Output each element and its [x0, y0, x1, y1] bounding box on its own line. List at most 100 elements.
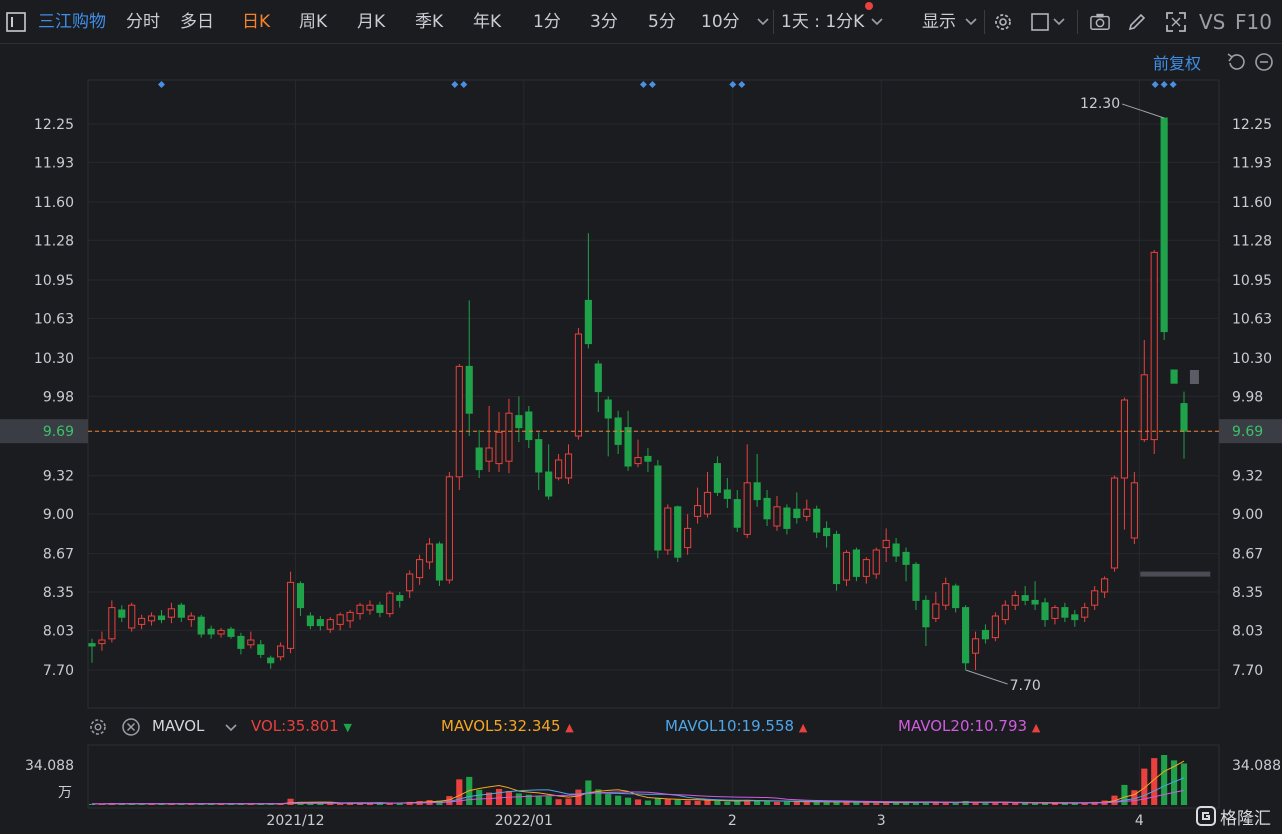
candle-body[interactable]: [664, 507, 672, 551]
candle-body[interactable]: [555, 459, 563, 479]
candle-body[interactable]: [872, 549, 880, 575]
candle-body[interactable]: [1130, 482, 1138, 539]
candle-body[interactable]: [425, 543, 434, 563]
reset-undo-icon[interactable]: [1226, 52, 1246, 72]
candle-body[interactable]: [495, 431, 503, 465]
candle-body[interactable]: [981, 629, 990, 640]
period-tab-yearly[interactable]: 年K: [473, 12, 502, 32]
candle-body[interactable]: [366, 604, 374, 611]
candle-body[interactable]: [227, 628, 235, 637]
candle-body[interactable]: [1140, 374, 1148, 441]
period-tab-1min[interactable]: 1分: [533, 12, 561, 32]
candle-body[interactable]: [98, 639, 106, 645]
candle-body[interactable]: [416, 559, 424, 579]
candle-body[interactable]: [991, 615, 999, 639]
event-marker[interactable]: [738, 81, 746, 88]
screenshot-camera-icon[interactable]: [1090, 12, 1110, 32]
candle-body[interactable]: [842, 551, 851, 581]
candle-body[interactable]: [207, 628, 215, 635]
candle-body[interactable]: [753, 482, 761, 501]
candle-body[interactable]: [942, 583, 950, 606]
candle-body[interactable]: [852, 549, 860, 577]
candle-body[interactable]: [88, 643, 96, 647]
indicator-select[interactable]: MAVOL: [152, 717, 205, 735]
candle-body[interactable]: [535, 439, 543, 473]
candle-body[interactable]: [356, 604, 364, 615]
candle-body[interactable]: [634, 457, 642, 465]
candle-body[interactable]: [316, 619, 324, 627]
interval-select[interactable]: 1天 : 1分K: [781, 12, 865, 32]
period-tab-quarterly[interactable]: 季K: [415, 12, 444, 32]
candle-body[interactable]: [1091, 590, 1099, 606]
candle-body[interactable]: [435, 543, 444, 581]
candle-body[interactable]: [823, 527, 831, 537]
candle-body[interactable]: [455, 365, 463, 478]
candle-body[interactable]: [594, 363, 602, 393]
candle-body[interactable]: [584, 299, 592, 345]
candle-body[interactable]: [545, 471, 553, 497]
candle-body[interactable]: [177, 604, 185, 618]
candle-body[interactable]: [832, 533, 841, 585]
indicator-settings-icon[interactable]: [88, 717, 108, 737]
candle-body[interactable]: [723, 489, 731, 499]
event-marker[interactable]: [451, 81, 459, 88]
candle-body[interactable]: [326, 619, 334, 630]
candle-body[interactable]: [128, 604, 136, 629]
candle-body[interactable]: [1170, 369, 1178, 384]
candle-body[interactable]: [813, 508, 821, 533]
period-tab-monthly[interactable]: 月K: [357, 12, 386, 32]
candle-body[interactable]: [515, 415, 523, 429]
candle-body[interactable]: [604, 399, 612, 419]
candle-body[interactable]: [376, 604, 384, 613]
display-chevron-icon[interactable]: [964, 14, 978, 28]
candle-body[interactable]: [277, 645, 285, 658]
candle-body[interactable]: [1051, 607, 1059, 619]
candle-body[interactable]: [406, 573, 414, 592]
candle-body[interactable]: [932, 603, 940, 619]
candle-body[interactable]: [118, 609, 126, 618]
candle-body[interactable]: [1081, 607, 1089, 618]
candle-body[interactable]: [574, 333, 583, 437]
candle-body[interactable]: [693, 505, 702, 517]
candle-body[interactable]: [902, 551, 910, 565]
candle-body[interactable]: [713, 463, 721, 493]
candle-body[interactable]: [286, 581, 295, 649]
candle-body[interactable]: [674, 506, 682, 558]
fullscreen-icon[interactable]: [1166, 12, 1186, 32]
candle-body[interactable]: [654, 465, 662, 551]
period-more-chevron-icon[interactable]: [756, 14, 770, 28]
candle-body[interactable]: [257, 644, 265, 655]
candle-body[interactable]: [237, 635, 245, 649]
candle-body[interactable]: [743, 482, 751, 535]
candle-body[interactable]: [922, 599, 930, 628]
candle-body[interactable]: [197, 616, 205, 635]
sidebar-toggle-icon[interactable]: [6, 12, 26, 32]
interval-chevron-icon[interactable]: [870, 14, 884, 28]
candle-body[interactable]: [1031, 599, 1039, 605]
candle-body[interactable]: [971, 638, 980, 654]
event-marker[interactable]: [460, 81, 468, 88]
chart-style-chevron-icon[interactable]: [1052, 14, 1066, 28]
candle-body[interactable]: [793, 508, 801, 519]
candle-body[interactable]: [386, 592, 394, 615]
event-marker[interactable]: [157, 81, 165, 88]
price-adjust-toggle[interactable]: 前复权: [1153, 54, 1202, 73]
zoom-out-icon[interactable]: [1254, 52, 1274, 72]
candle-body[interactable]: [396, 595, 404, 601]
candle-body[interactable]: [247, 639, 255, 646]
period-tab-multiday[interactable]: 多日: [180, 12, 214, 32]
candle-body[interactable]: [644, 455, 652, 462]
event-marker[interactable]: [648, 81, 656, 88]
period-tab-daily[interactable]: 日K: [242, 12, 271, 32]
candle-body[interactable]: [1180, 403, 1188, 432]
candle-body[interactable]: [157, 615, 166, 621]
candle-body[interactable]: [336, 614, 344, 625]
candle-body[interactable]: [475, 447, 483, 471]
candle-body[interactable]: [167, 608, 175, 618]
candle-body[interactable]: [1041, 602, 1049, 621]
candle-body[interactable]: [1160, 117, 1168, 333]
period-tab-10min[interactable]: 10分: [701, 12, 740, 32]
candle-body[interactable]: [1021, 595, 1029, 601]
candle-body[interactable]: [525, 411, 533, 441]
main-plot-area[interactable]: [88, 80, 1219, 708]
